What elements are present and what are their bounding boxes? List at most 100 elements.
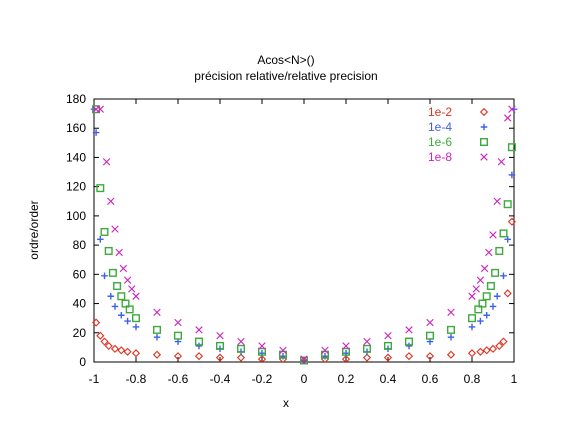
y-tick-label: 160 — [66, 121, 86, 135]
data-point-1e-6 — [92, 105, 101, 114]
data-point-1e-8 — [497, 158, 506, 166]
data-point-1e-2 — [104, 341, 113, 351]
x-tick-label: 0.2 — [338, 372, 355, 386]
data-point-1e-8 — [216, 332, 224, 340]
data-point-1e-6 — [279, 350, 288, 359]
data-point-1e-6 — [495, 246, 504, 255]
chart-subtitle: précision relative/relative precision — [194, 69, 378, 83]
data-point-1e-6 — [447, 325, 456, 334]
data-point-1e-4 — [101, 272, 108, 280]
x-tick-label: 0.6 — [422, 372, 439, 386]
y-axis-label: ordre/order — [27, 200, 41, 260]
data-point-1e-8 — [447, 308, 455, 317]
y-tick-label: 180 — [66, 92, 86, 106]
legend-label: 1e-2 — [428, 105, 452, 119]
data-point-1e-4 — [92, 129, 100, 136]
legend-label: 1e-8 — [428, 150, 452, 164]
data-point-1e-4 — [508, 171, 516, 179]
data-point-1e-8 — [258, 342, 266, 350]
data-point-1e-2 — [499, 337, 508, 346]
data-point-1e-8 — [300, 355, 308, 363]
data-point-1e-2 — [446, 350, 456, 359]
data-point-1e-2 — [341, 354, 351, 364]
legend-marker — [479, 107, 489, 117]
y-tick-label: 100 — [66, 209, 86, 223]
data-point-1e-8 — [384, 332, 392, 340]
y-tick-label: 80 — [73, 238, 87, 252]
data-point-1e-2 — [110, 344, 120, 353]
data-point-1e-8 — [102, 158, 111, 166]
data-point-1e-6 — [499, 229, 508, 238]
data-point-1e-2 — [467, 349, 477, 358]
data-point-1e-6 — [507, 143, 516, 152]
data-point-1e-8 — [237, 337, 245, 346]
y-tick-label: 0 — [79, 355, 86, 369]
data-point-1e-2 — [495, 341, 504, 351]
data-point-1e-8 — [480, 264, 489, 273]
x-tick-label: -0.4 — [210, 372, 231, 386]
data-point-1e-6 — [121, 299, 130, 308]
data-point-1e-8 — [123, 276, 132, 284]
data-point-1e-4 — [107, 292, 115, 300]
data-point-1e-4 — [111, 303, 119, 310]
data-point-1e-4 — [493, 292, 501, 300]
data-point-1e-8 — [342, 342, 350, 350]
data-point-1e-6 — [426, 331, 435, 340]
data-point-1e-6 — [100, 227, 109, 236]
y-tick-label: 60 — [73, 267, 87, 281]
data-point-1e-6 — [468, 314, 477, 323]
x-tick-label: 1 — [511, 372, 518, 386]
data-point-1e-6 — [503, 200, 512, 209]
x-tick-label: 0.4 — [380, 372, 397, 386]
data-point-1e-4 — [504, 235, 511, 243]
legend-label: 1e-6 — [428, 135, 452, 149]
y-tick-label: 40 — [73, 297, 87, 311]
data-point-1e-8 — [363, 337, 371, 346]
data-point-1e-2 — [257, 354, 267, 364]
data-point-1e-2 — [383, 353, 393, 362]
y-tick-label: 140 — [66, 150, 86, 164]
data-point-1e-6 — [173, 331, 182, 340]
data-point-1e-4 — [500, 272, 507, 280]
x-tick-label: -1 — [89, 372, 100, 386]
data-point-1e-6 — [384, 341, 393, 350]
data-point-1e-8 — [107, 197, 115, 205]
data-point-1e-6 — [215, 341, 224, 350]
legend-label: 1e-4 — [428, 120, 452, 134]
legend-marker — [480, 123, 488, 131]
data-point-1e-8 — [132, 292, 140, 300]
data-point-1e-6 — [152, 325, 161, 334]
data-point-1e-4 — [195, 342, 203, 350]
data-point-1e-4 — [124, 317, 131, 325]
data-point-1e-6 — [491, 268, 500, 277]
data-point-1e-8 — [468, 292, 476, 300]
data-point-1e-4 — [447, 333, 455, 341]
data-point-1e-2 — [362, 353, 372, 362]
data-point-1e-6 — [236, 344, 245, 353]
data-point-1e-8 — [174, 318, 182, 327]
data-point-1e-2 — [488, 344, 498, 353]
data-point-1e-2 — [131, 349, 141, 358]
data-point-1e-8 — [493, 197, 501, 205]
x-tick-label: -0.2 — [252, 372, 273, 386]
y-tick-label: 20 — [73, 326, 87, 340]
data-point-1e-6 — [104, 246, 113, 255]
data-point-1e-2 — [404, 352, 414, 361]
data-point-1e-6 — [486, 282, 495, 291]
data-point-1e-2 — [194, 352, 204, 361]
data-point-1e-8 — [476, 276, 485, 284]
data-point-1e-2 — [117, 346, 126, 355]
data-point-1e-6 — [478, 299, 487, 308]
data-point-1e-6 — [321, 350, 330, 359]
data-point-1e-8 — [153, 308, 161, 317]
data-point-1e-8 — [321, 346, 329, 354]
data-point-1e-8 — [508, 105, 516, 113]
data-point-1e-6 — [482, 292, 491, 301]
data-point-1e-2 — [173, 352, 183, 361]
data-point-1e-2 — [476, 347, 485, 356]
data-point-1e-6 — [117, 292, 126, 301]
data-point-1e-8 — [504, 114, 512, 122]
data-point-1e-6 — [258, 347, 267, 356]
data-point-1e-8 — [426, 318, 434, 327]
